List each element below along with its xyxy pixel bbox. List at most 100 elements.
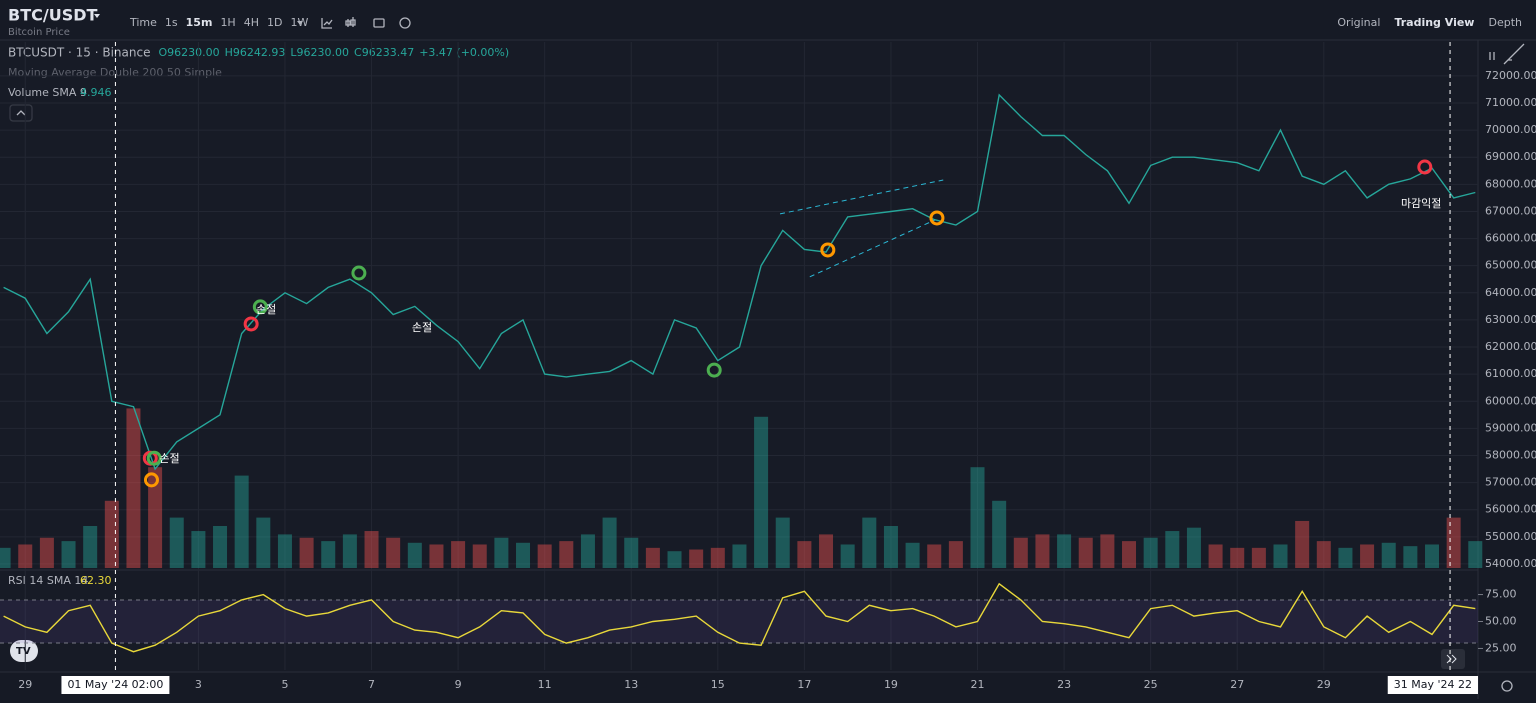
symbol-dropdown[interactable] — [94, 14, 100, 18]
timeframe[interactable]: 15m — [186, 16, 213, 29]
view-tab[interactable]: Original — [1337, 16, 1380, 29]
signal-marker — [252, 299, 268, 315]
timeframe[interactable]: 1s — [165, 16, 178, 29]
crosshair-label-bg — [61, 676, 170, 694]
signal-marker — [143, 472, 159, 488]
volume-bar — [364, 531, 379, 568]
annotation: 손절 — [159, 452, 179, 465]
signal-marker — [243, 316, 259, 332]
y-tick-label: 56000.00 — [1485, 503, 1536, 516]
y-tick-label: 57000.00 — [1485, 476, 1536, 489]
x-tick-label: 19 — [884, 678, 898, 691]
volume-bar — [1035, 534, 1050, 568]
volume-bar — [1165, 531, 1180, 568]
y-tick-label: 61000.00 — [1485, 367, 1536, 380]
volume-bar — [472, 544, 487, 568]
volume-bar — [169, 517, 184, 568]
symbol[interactable]: BTC/USDT — [8, 6, 97, 25]
more-icon[interactable] — [297, 21, 303, 25]
line — [3, 93, 1476, 471]
x-tick-label: 25 — [1144, 678, 1158, 691]
volume-bar — [1338, 547, 1353, 568]
scroll-button[interactable] — [1441, 649, 1465, 669]
y-tick-label: 72000.00 — [1485, 69, 1536, 82]
timeframe[interactable]: 1H — [220, 16, 235, 29]
volume-bar — [883, 526, 898, 568]
view-tab[interactable]: Depth — [1488, 16, 1522, 29]
volume-bar — [1078, 537, 1093, 568]
view-tab[interactable]: Trading View — [1394, 16, 1474, 29]
volume-bar — [840, 544, 855, 568]
volume-bar — [1100, 534, 1115, 568]
volume-bar — [1013, 537, 1028, 568]
add-icon[interactable] — [399, 17, 411, 29]
crosshair-label: 31 May '24 22 — [1394, 678, 1472, 691]
crosshair-label: 01 May '24 02:00 — [67, 678, 163, 691]
x-tick-label: 23 — [1057, 678, 1071, 691]
volume-bar — [104, 500, 119, 568]
plot-area — [0, 40, 1478, 672]
volume-bar — [559, 541, 574, 568]
volume-bar — [1251, 547, 1266, 568]
tv-logo[interactable] — [10, 640, 38, 662]
trendline — [779, 179, 944, 215]
volume-bar — [126, 408, 141, 568]
rsi-title: RSI 14 SMA 14 — [8, 574, 88, 587]
y-tick-label: 70000.00 — [1485, 123, 1536, 136]
signal-marker — [820, 242, 836, 258]
volume-bar — [1186, 527, 1201, 568]
trendline — [809, 219, 936, 278]
timeframe[interactable]: 1W — [290, 16, 308, 29]
volume-bar — [862, 517, 877, 568]
x-tick-label: 3 — [195, 678, 202, 691]
annotation: 마감익절 — [1401, 197, 1441, 210]
indicator-icon[interactable] — [321, 18, 333, 29]
volume-bar — [1208, 544, 1223, 568]
x-tick-label: 13 — [624, 678, 638, 691]
volume-bar — [429, 544, 444, 568]
draw-icon[interactable] — [1489, 43, 1525, 65]
y-tick-label: 63000.00 — [1485, 313, 1536, 326]
subtitle: Bitcoin Price — [8, 27, 70, 38]
volume-bar — [1230, 547, 1245, 568]
candle-icon[interactable] — [345, 17, 356, 27]
timeframe[interactable]: 1D — [267, 16, 282, 29]
rsi-tick-label: 25.00 — [1485, 641, 1517, 654]
timeframe[interactable]: Time — [129, 16, 157, 29]
rsi-tick-label: 50.00 — [1485, 615, 1517, 628]
volume-bar — [624, 537, 639, 568]
ohlc-value: O96230.00 — [158, 46, 219, 59]
volume-sma: 4.946 — [80, 86, 112, 99]
y-tick-label: 60000.00 — [1485, 394, 1536, 407]
rsi-band — [0, 599, 1478, 644]
annotation: 손절 — [412, 321, 432, 334]
volume-bar — [689, 549, 704, 568]
volume-bar — [191, 531, 206, 568]
volume-bar — [1295, 520, 1310, 568]
x-tick-label: 5 — [281, 678, 288, 691]
collapse-button[interactable] — [9, 104, 33, 122]
volume-bar — [710, 547, 725, 568]
y-tick-label: 67000.00 — [1485, 204, 1536, 217]
volume-bar — [61, 541, 76, 568]
tv-logo-text: TV — [16, 646, 31, 657]
signal-marker — [1417, 159, 1433, 175]
signal-marker — [146, 450, 162, 466]
y-tick-label: 66000.00 — [1485, 232, 1536, 245]
settings-icon[interactable] — [1501, 680, 1513, 692]
ohlc-value: H96242.93 — [225, 46, 286, 59]
x-tick-label: 9 — [455, 678, 462, 691]
volume-bar — [1122, 541, 1137, 568]
y-tick-label: 58000.00 — [1485, 448, 1536, 461]
volume-bar — [1446, 517, 1461, 568]
x-tick-label: 29 — [18, 678, 32, 691]
camera-icon[interactable] — [373, 18, 385, 28]
volume-bar — [83, 526, 98, 568]
chart-title: BTCUSDT · 15 · Binance — [8, 46, 150, 60]
ohlc-value: L96230.00 — [290, 46, 349, 59]
y-tick-label: 69000.00 — [1485, 150, 1536, 163]
timeframe[interactable]: 4H — [244, 16, 259, 29]
volume-bar — [775, 517, 790, 568]
volume-title: Volume SMA 9 — [8, 86, 87, 99]
